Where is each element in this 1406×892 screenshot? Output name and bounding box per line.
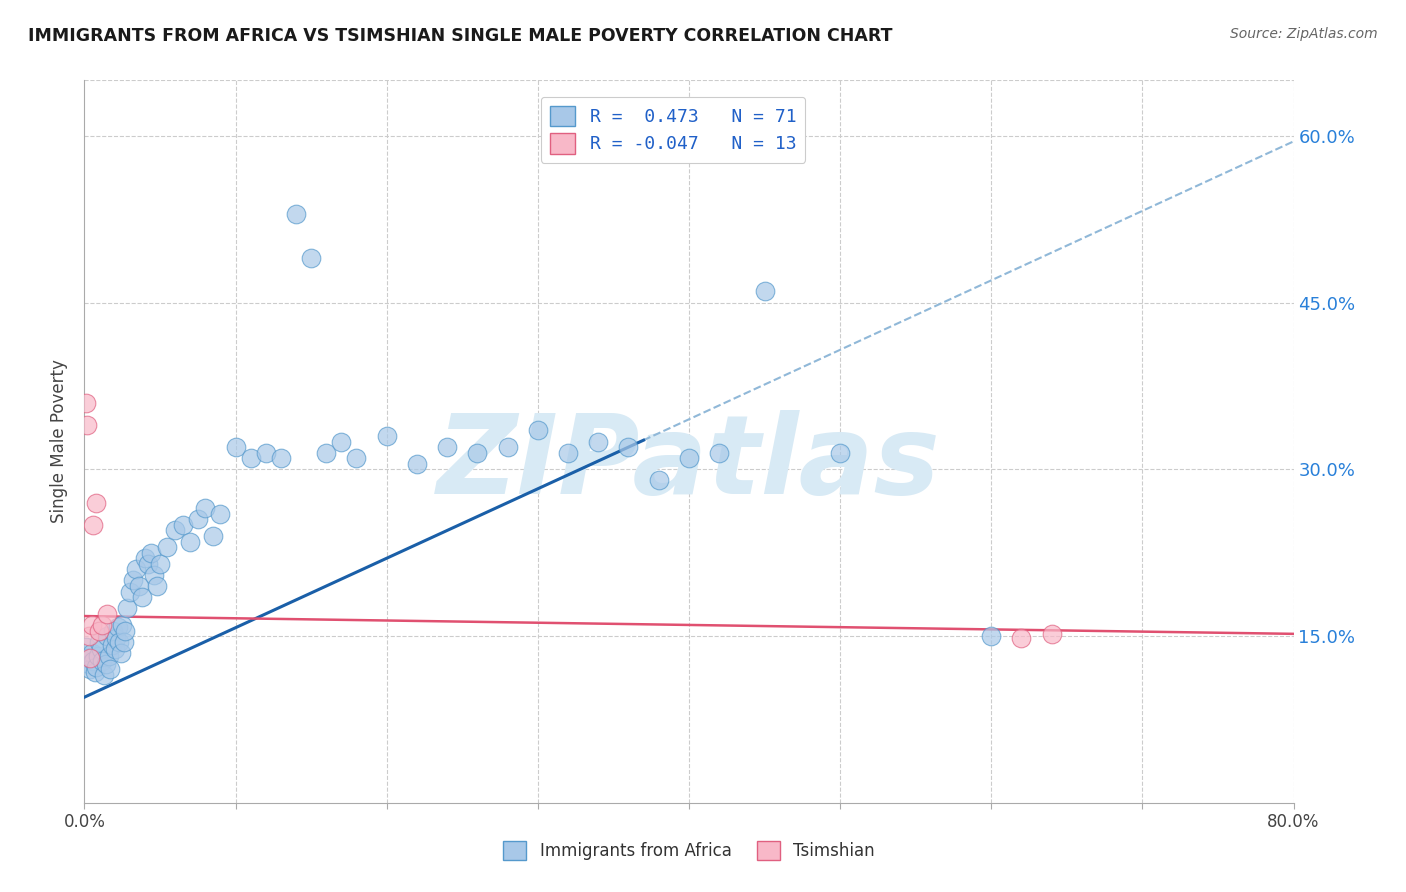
Text: Source: ZipAtlas.com: Source: ZipAtlas.com — [1230, 27, 1378, 41]
Point — [467, 445, 489, 459]
Point — [588, 434, 610, 449]
Point — [678, 451, 700, 466]
Point — [121, 574, 143, 588]
Point — [557, 445, 579, 459]
Point — [187, 512, 209, 526]
Point — [125, 562, 148, 576]
Point — [96, 607, 118, 621]
Point — [110, 646, 132, 660]
Point — [134, 551, 156, 566]
Point — [86, 660, 108, 674]
Point — [201, 529, 224, 543]
Point — [82, 653, 104, 667]
Point — [142, 568, 165, 582]
Point — [89, 634, 111, 648]
Point — [118, 584, 141, 599]
Point — [330, 434, 353, 449]
Point — [980, 629, 1002, 643]
Point — [84, 665, 107, 679]
Point — [96, 629, 118, 643]
Point — [79, 651, 101, 665]
Point — [225, 440, 247, 454]
Point — [98, 662, 121, 676]
Point — [80, 646, 103, 660]
Point — [76, 651, 98, 665]
Point — [91, 618, 114, 632]
Point — [299, 251, 322, 265]
Point — [115, 601, 138, 615]
Point — [1040, 627, 1063, 641]
Point — [375, 429, 398, 443]
Point — [709, 445, 731, 459]
Point — [830, 445, 852, 459]
Point — [104, 642, 127, 657]
Point — [139, 546, 162, 560]
Point — [77, 657, 100, 671]
Point — [93, 668, 115, 682]
Point — [194, 501, 217, 516]
Point — [76, 417, 98, 432]
Point — [436, 440, 458, 454]
Point — [112, 634, 135, 648]
Point — [100, 638, 122, 652]
Point — [346, 451, 368, 466]
Point — [94, 657, 117, 671]
Point — [209, 507, 232, 521]
Point — [131, 590, 153, 604]
Point — [128, 579, 150, 593]
Point — [114, 624, 136, 638]
Point — [91, 653, 114, 667]
Point — [101, 624, 124, 638]
Point — [179, 534, 201, 549]
Point — [496, 440, 519, 454]
Point — [754, 285, 776, 299]
Point — [172, 517, 194, 532]
Point — [90, 642, 112, 657]
Point — [239, 451, 262, 466]
Point — [285, 207, 308, 221]
Point — [648, 474, 671, 488]
Text: ZIPatlas: ZIPatlas — [437, 409, 941, 516]
Point — [156, 540, 179, 554]
Legend: Immigrants from Africa, Tsimshian: Immigrants from Africa, Tsimshian — [496, 834, 882, 867]
Point — [527, 424, 550, 438]
Point — [254, 445, 277, 459]
Point — [406, 457, 429, 471]
Point — [1011, 632, 1033, 646]
Point — [136, 557, 159, 571]
Point — [315, 445, 337, 459]
Text: IMMIGRANTS FROM AFRICA VS TSIMSHIAN SINGLE MALE POVERTY CORRELATION CHART: IMMIGRANTS FROM AFRICA VS TSIMSHIAN SING… — [28, 27, 893, 45]
Point — [165, 524, 187, 538]
Point — [108, 634, 131, 648]
Point — [75, 640, 97, 655]
Point — [97, 649, 120, 664]
Point — [77, 629, 100, 643]
Point — [89, 624, 111, 638]
Point — [107, 620, 129, 634]
Point — [80, 618, 103, 632]
Point — [82, 517, 104, 532]
Point — [86, 496, 108, 510]
Point — [87, 649, 110, 664]
Point — [270, 451, 292, 466]
Y-axis label: Single Male Poverty: Single Male Poverty — [51, 359, 69, 524]
Point — [75, 395, 97, 409]
Point — [149, 557, 172, 571]
Point — [617, 440, 640, 454]
Point — [105, 632, 128, 646]
Point — [146, 579, 169, 593]
Point — [111, 618, 134, 632]
Point — [79, 662, 101, 676]
